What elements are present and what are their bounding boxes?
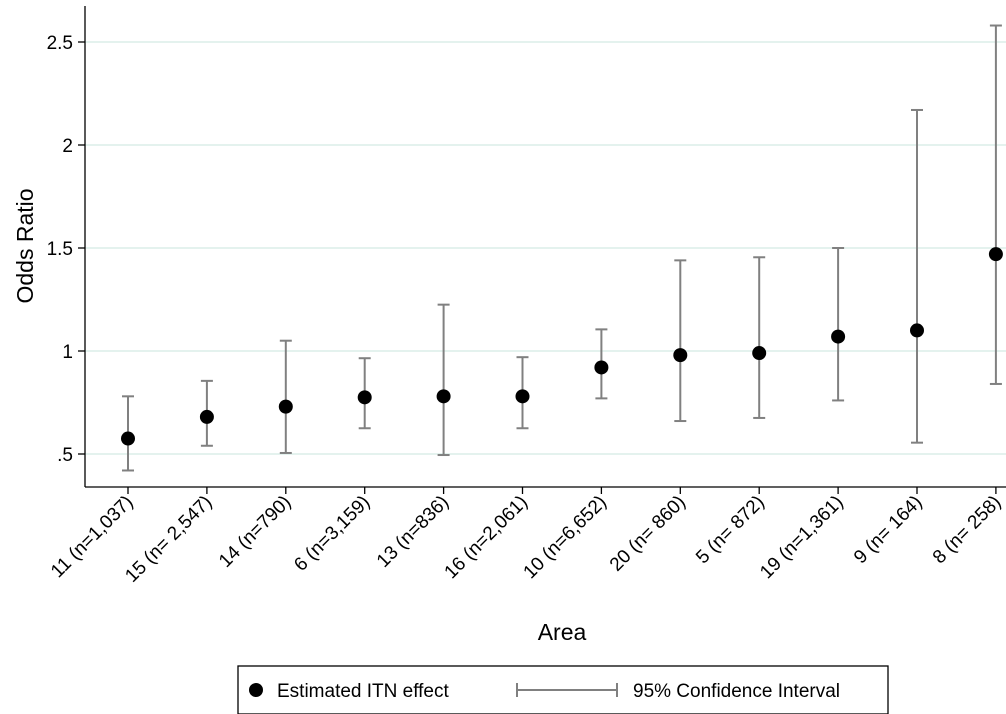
x-tick-label: 5 (n= 872) [692,492,768,568]
estimate-point [988,247,1003,262]
grid-lines [85,41,1006,455]
axes [84,6,1006,488]
estimate-point [910,323,924,338]
y-tick-label: 1.5 [47,239,73,260]
estimate-point [752,346,767,361]
x-tick-label: 20 (n= 860) [606,492,690,576]
confidence-interval [989,24,1002,385]
estimate-point [673,348,688,363]
estimate-point [515,389,530,404]
estimate-point [436,389,451,404]
confidence-interval [674,259,687,423]
y-tick-label: 2.5 [47,33,73,54]
x-tick-label: 10 (n=6,652) [520,492,611,583]
estimate-point [831,329,846,344]
legend: Estimated ITN effect 95% Confidence Inte… [237,665,889,714]
x-ticks: 11 (n=1,037)15 (n= 2,547)14 (n=790)6 (n=… [47,487,1005,587]
y-axis-title: Odds Ratio [12,188,38,303]
legend-interval-marker [516,683,618,697]
confidence-intervals [122,24,1002,472]
confidence-interval [911,108,923,444]
y-tick-label: 1 [62,342,73,363]
estimate-point [199,409,214,424]
y-tick-label: .5 [57,445,73,466]
y-tick-label: 2 [62,136,73,157]
y-ticks: .5 1 1.5 2 2.5 [47,33,85,466]
estimate-point [278,399,293,414]
legend-point-marker [249,683,263,697]
x-tick-label: 8 (n= 258) [929,492,1005,568]
x-tick-label: 14 (n=790) [215,492,295,572]
legend-point-label: Estimated ITN effect [277,681,449,702]
x-tick-label: 19 (n=1,361) [756,492,847,583]
x-tick-label: 9 (n= 164) [850,492,926,568]
confidence-interval [437,303,450,457]
confidence-interval [279,339,292,454]
point-estimates [121,247,1003,446]
x-tick-label: 13 (n=836) [373,492,453,572]
x-tick-label: 6 (n=3,159) [290,492,374,576]
confidence-interval [832,247,845,402]
confidence-interval [753,256,766,419]
estimate-point [121,431,135,446]
legend-interval-label: 95% Confidence Interval [633,681,840,702]
estimate-point [594,360,609,375]
estimate-point [357,390,372,405]
x-tick-label: 16 (n=2,061) [441,492,532,583]
x-axis-title: Area [538,619,587,645]
